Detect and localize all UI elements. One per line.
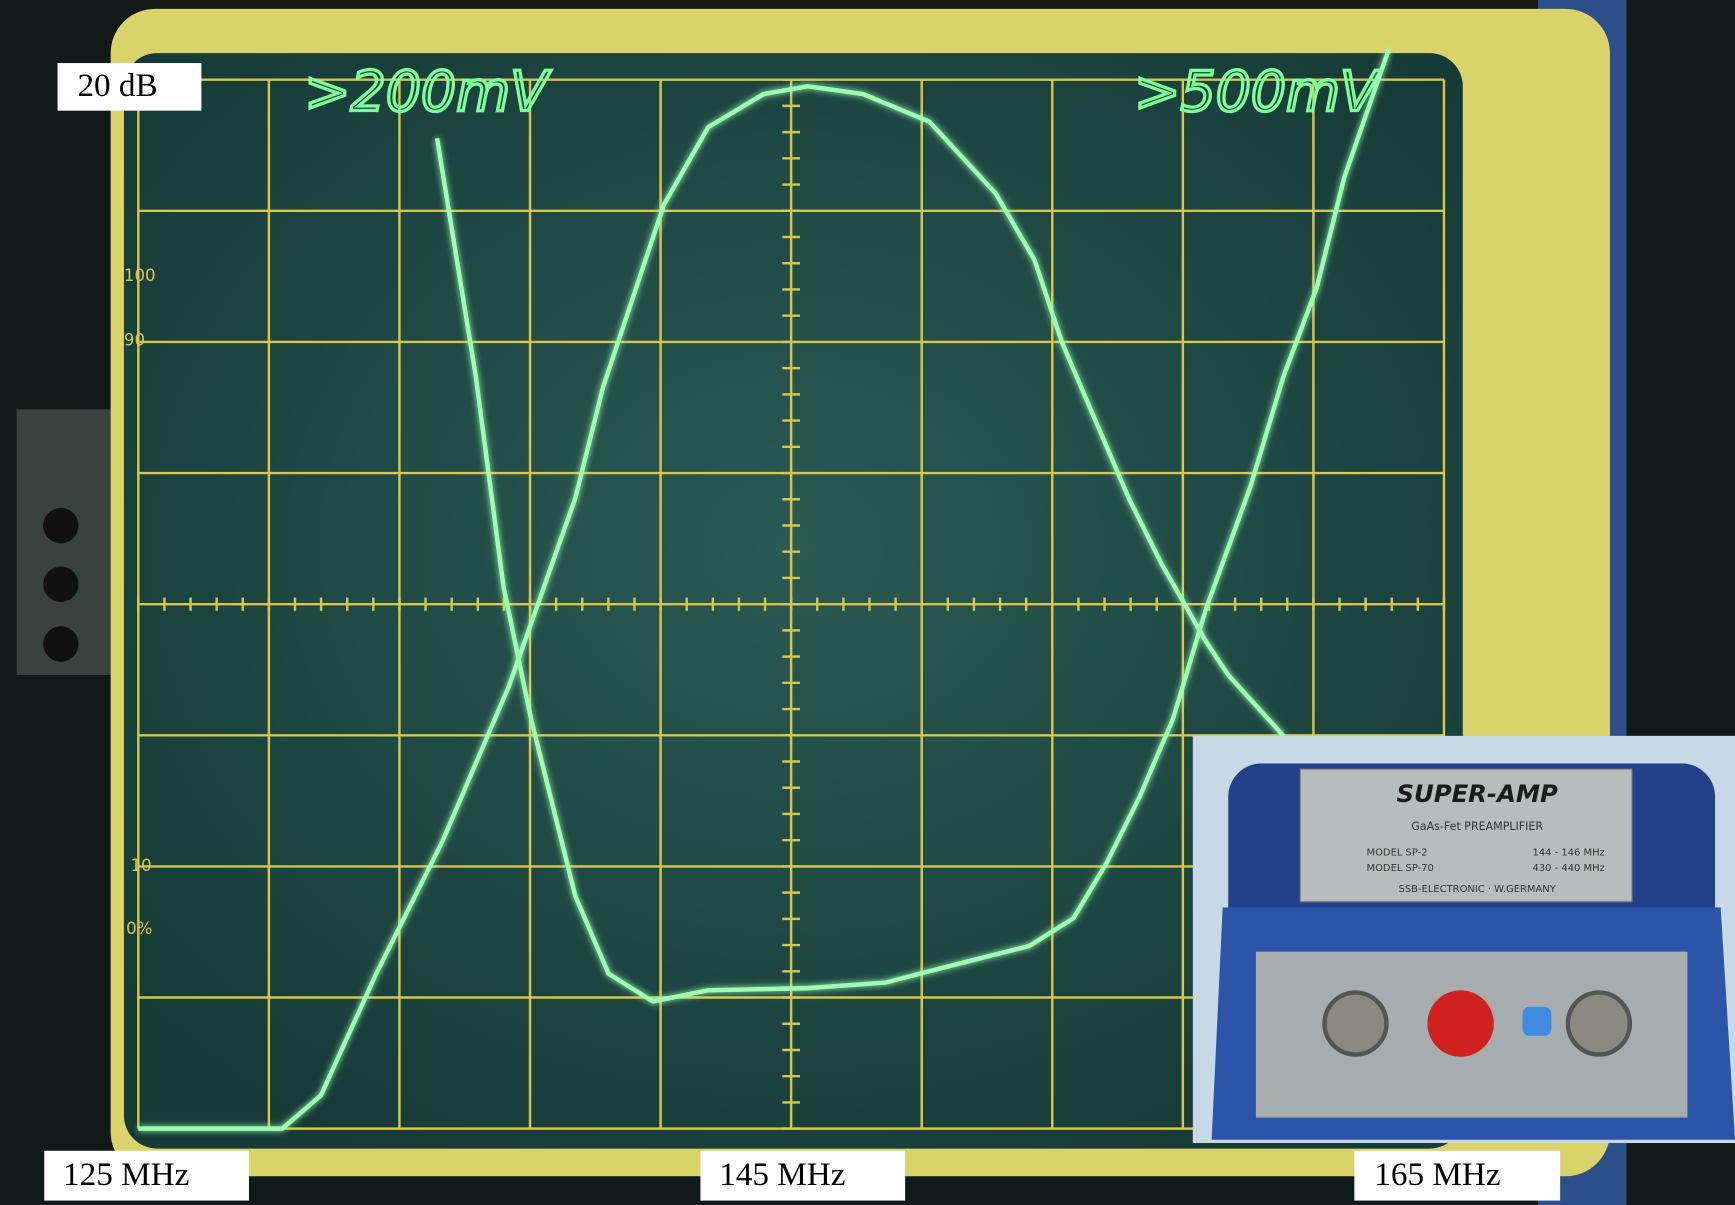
label-box (700, 1150, 906, 1201)
frequency-label: 145 MHz (719, 1156, 845, 1193)
level-label: 20 dB (77, 67, 157, 104)
knob (43, 566, 79, 602)
channel-label: >200mV (304, 61, 552, 125)
connector (1565, 990, 1633, 1057)
device-plate (1299, 768, 1633, 903)
device-maker: SSB-ELECTRONIC · W.GERMANY (1399, 884, 1557, 895)
scale-label: 0% (126, 919, 152, 938)
device-band: 144 - 146 MHz (1533, 847, 1605, 858)
frequency-label: 165 MHz (1374, 1156, 1500, 1193)
screen (123, 53, 1463, 1149)
graticule (137, 78, 1446, 1130)
label-box (1354, 1150, 1561, 1201)
device-subtitle: GaAs-Fet PREAMPLIFIER (1411, 820, 1543, 833)
passband-trace (138, 84, 1286, 1131)
device-model: MODEL SP-70 (1367, 863, 1434, 874)
notch-trace (434, 49, 1391, 1004)
device-brand: SUPER-AMP (1396, 779, 1558, 808)
connector (1322, 990, 1389, 1057)
knob (43, 507, 79, 544)
device-band: 430 - 440 MHz (1533, 863, 1605, 874)
scale-labels: 100 90 10 0% (124, 266, 156, 938)
label-box (57, 63, 202, 111)
switch (1522, 1006, 1552, 1036)
device-model: MODEL SP-2 (1367, 847, 1428, 858)
frequency-label: 125 MHz (63, 1156, 189, 1193)
scale-label: 10 (131, 856, 152, 875)
device-photo: SUPER-AMP GaAs-Fet PREAMPLIFIER MODEL SP… (1192, 735, 1735, 1144)
knob (43, 626, 79, 662)
channel-label: >500mV (1134, 61, 1382, 125)
label-box (44, 1150, 249, 1201)
power-jack (1427, 990, 1494, 1057)
scale-label: 90 (124, 330, 145, 349)
scale-label: 100 (124, 266, 156, 285)
